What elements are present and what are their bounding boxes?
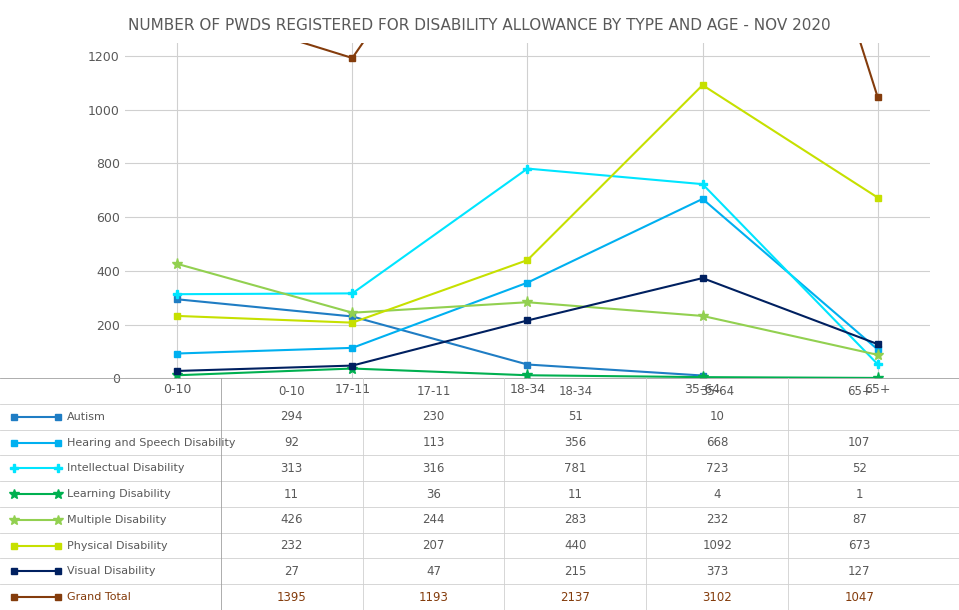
Text: 17-11: 17-11 xyxy=(416,384,451,398)
Text: 207: 207 xyxy=(422,539,445,552)
Text: 723: 723 xyxy=(706,462,729,475)
Text: 113: 113 xyxy=(422,436,445,449)
Text: 27: 27 xyxy=(284,565,299,578)
Text: 1193: 1193 xyxy=(418,590,449,604)
Text: Hearing and Speech Disability: Hearing and Speech Disability xyxy=(67,437,236,448)
Text: 4: 4 xyxy=(713,487,721,501)
Text: 52: 52 xyxy=(852,462,867,475)
Text: Visual Disability: Visual Disability xyxy=(67,566,155,576)
Text: 11: 11 xyxy=(568,487,583,501)
Text: 92: 92 xyxy=(284,436,299,449)
Text: 18-34: 18-34 xyxy=(558,384,593,398)
Text: 11: 11 xyxy=(284,487,299,501)
Text: 230: 230 xyxy=(422,411,445,423)
Text: 87: 87 xyxy=(852,514,867,526)
Text: 356: 356 xyxy=(564,436,587,449)
Text: Grand Total: Grand Total xyxy=(67,592,131,602)
Text: Multiple Disability: Multiple Disability xyxy=(67,515,167,525)
Text: 316: 316 xyxy=(422,462,445,475)
Text: 2137: 2137 xyxy=(560,590,591,604)
Text: 3102: 3102 xyxy=(702,590,733,604)
Text: 781: 781 xyxy=(564,462,587,475)
Text: 47: 47 xyxy=(426,565,441,578)
Text: 244: 244 xyxy=(422,514,445,526)
Text: 1: 1 xyxy=(855,487,863,501)
Text: 283: 283 xyxy=(564,514,587,526)
Text: Intellectual Disability: Intellectual Disability xyxy=(67,464,185,473)
Text: 1092: 1092 xyxy=(702,539,733,552)
Text: 10: 10 xyxy=(710,411,725,423)
Text: 232: 232 xyxy=(706,514,729,526)
Text: Physical Disability: Physical Disability xyxy=(67,540,168,551)
Text: Learning Disability: Learning Disability xyxy=(67,489,171,499)
Text: 673: 673 xyxy=(848,539,871,552)
Text: 232: 232 xyxy=(280,539,303,552)
Text: 294: 294 xyxy=(280,411,303,423)
Text: 107: 107 xyxy=(848,436,871,449)
Text: 36: 36 xyxy=(426,487,441,501)
Text: 65+: 65+ xyxy=(847,384,872,398)
Text: 1395: 1395 xyxy=(276,590,307,604)
Text: 215: 215 xyxy=(564,565,587,578)
Text: 35-64: 35-64 xyxy=(700,384,735,398)
Text: 1047: 1047 xyxy=(844,590,875,604)
Text: 0-10: 0-10 xyxy=(278,384,305,398)
Text: 373: 373 xyxy=(706,565,729,578)
Text: Autism: Autism xyxy=(67,412,106,422)
Text: 127: 127 xyxy=(848,565,871,578)
Text: 426: 426 xyxy=(280,514,303,526)
Text: NUMBER OF PWDS REGISTERED FOR DISABILITY ALLOWANCE BY TYPE AND AGE - NOV 2020: NUMBER OF PWDS REGISTERED FOR DISABILITY… xyxy=(129,18,830,34)
Text: 668: 668 xyxy=(706,436,729,449)
Text: 313: 313 xyxy=(280,462,303,475)
Text: 440: 440 xyxy=(564,539,587,552)
Text: 51: 51 xyxy=(568,411,583,423)
